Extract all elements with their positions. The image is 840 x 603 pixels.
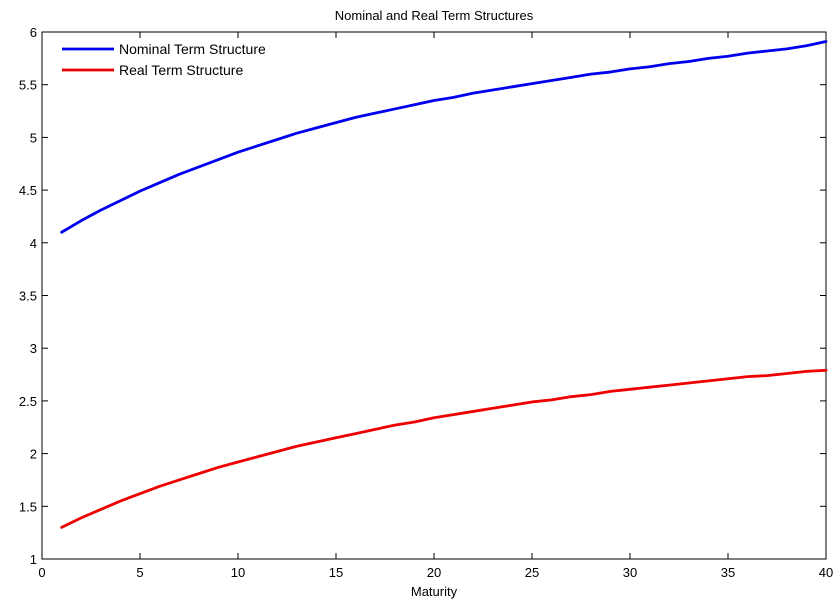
y-tick-label-3: 2.5	[19, 394, 37, 409]
legend-label-1: Real Term Structure	[119, 62, 243, 78]
series-lines	[60, 40, 828, 529]
x-tick-label-7: 35	[721, 565, 735, 580]
y-tick-label-7: 4.5	[19, 183, 37, 198]
y-tick-label-2: 2	[30, 447, 37, 462]
y-tick-label-8: 5	[30, 130, 37, 145]
legend-label-0: Nominal Term Structure	[119, 41, 266, 57]
tick-labels: 0 5 10 15 20 25 30 35 40 1 1.5 2 2.5 3 3.5 4 4.5 5 5.5 6	[19, 25, 833, 580]
x-tick-label-5: 25	[525, 565, 539, 580]
x-tick-label-1: 5	[136, 565, 143, 580]
y-tick-label-6: 4	[30, 236, 37, 251]
x-tick-label-4: 20	[427, 565, 441, 580]
x-tick-label-6: 30	[623, 565, 637, 580]
series-line-0	[60, 40, 828, 234]
y-tick-label-9: 5.5	[19, 78, 37, 93]
y-tick-label-4: 3	[30, 341, 37, 356]
y-tick-label-0: 1	[30, 552, 37, 567]
legend: Nominal Term Structure Real Term Structur…	[62, 41, 266, 78]
chart-title: Nominal and Real Term Structures	[335, 8, 534, 23]
x-tick-label-8: 40	[819, 565, 833, 580]
x-tick-label-2: 10	[231, 565, 245, 580]
y-tick-label-1: 1.5	[19, 499, 37, 514]
x-axis-label: Maturity	[411, 584, 458, 599]
x-tick-label-3: 15	[329, 565, 343, 580]
plot-area	[41, 31, 827, 560]
y-tick-label-5: 3.5	[19, 289, 37, 304]
y-tick-label-10: 6	[30, 25, 37, 40]
x-tick-label-0: 0	[38, 565, 45, 580]
series-line-1	[60, 368, 828, 529]
axis-ticks	[41, 31, 827, 560]
